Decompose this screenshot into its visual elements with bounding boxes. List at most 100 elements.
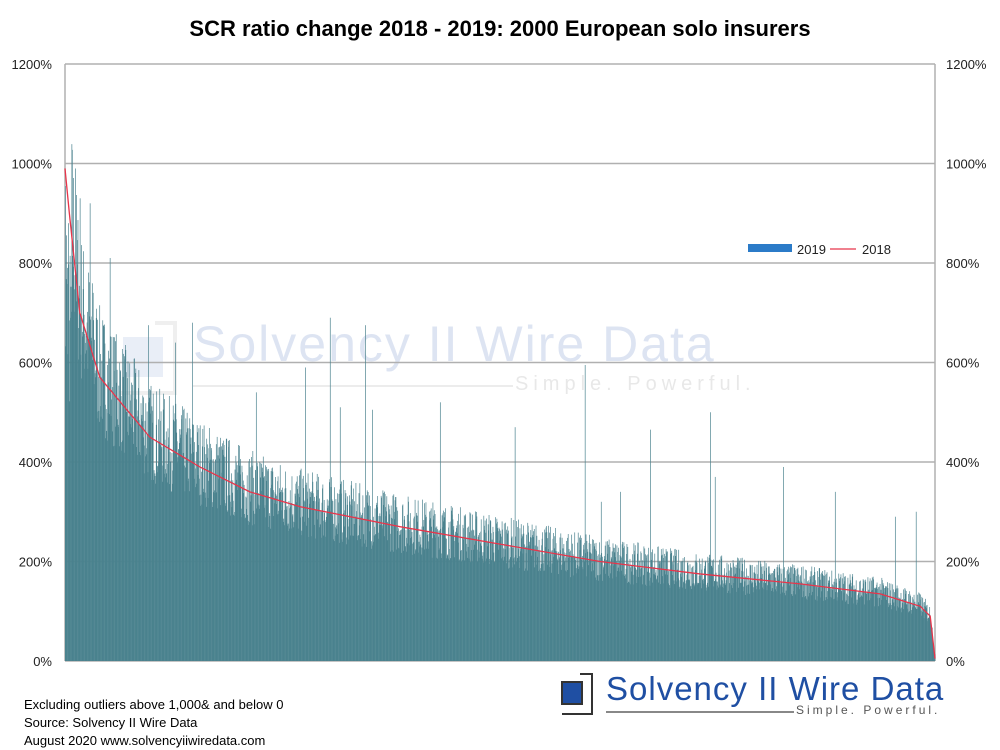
bar-2019 [108, 350, 109, 661]
bar-2019 [327, 505, 329, 661]
bar-2019 [488, 514, 490, 661]
bar-2019 [815, 580, 817, 661]
bar-2019 [656, 579, 657, 661]
bar-2019 [813, 575, 814, 661]
bar-2019 [519, 568, 520, 661]
bar-2019 [585, 553, 586, 661]
bar-2019 [558, 551, 559, 661]
bar-2019 [265, 466, 267, 661]
bar-2019 [754, 572, 755, 661]
bar-2019 [160, 411, 162, 661]
bar-2019 [810, 571, 812, 661]
bar-2019 [338, 493, 340, 661]
bar-2019 [498, 527, 500, 661]
bar-2019 [724, 568, 725, 661]
bar-2019 [282, 487, 283, 661]
bar-2019 [514, 557, 516, 661]
bar-2019 [273, 490, 275, 661]
bar-2019 [714, 476, 716, 661]
bar-2019 [183, 410, 185, 661]
bar-2019 [391, 517, 392, 661]
bar-2019 [582, 569, 584, 661]
bar-2019 [677, 562, 679, 661]
bar-2019 [414, 553, 415, 661]
bar-2019 [668, 570, 670, 661]
bar-2019 [200, 494, 202, 661]
bar-2019 [583, 561, 585, 661]
bar-2019 [417, 521, 419, 661]
bar-2019 [664, 574, 666, 661]
bar-2019 [898, 597, 899, 661]
bar-2019 [93, 320, 94, 661]
bar-2019 [70, 286, 72, 661]
bar-2019 [177, 457, 179, 661]
bar-2019 [80, 354, 82, 661]
bar-2019 [476, 516, 478, 661]
bar-2019 [407, 543, 409, 661]
bar-2019 [456, 528, 457, 661]
bar-2019 [713, 586, 715, 661]
bar-2019 [750, 581, 752, 661]
bar-2019 [739, 583, 741, 661]
bar-2019 [226, 438, 228, 661]
bar-2019 [799, 589, 800, 661]
bar-2019 [413, 516, 415, 661]
bar-2019 [183, 408, 185, 661]
bar-2019 [250, 501, 251, 661]
chart-title: SCR ratio change 2018 - 2019: 2000 Europ… [189, 16, 811, 41]
bar-2019 [794, 570, 796, 661]
bar-2019 [459, 507, 461, 661]
bar-2019 [594, 577, 596, 661]
bar-2019 [207, 497, 209, 661]
bar-2019 [103, 326, 105, 661]
bar-2019 [516, 561, 518, 661]
bar-2019 [634, 554, 636, 661]
bar-2019 [319, 527, 321, 661]
bar-2019 [717, 585, 719, 661]
bar-2019 [386, 496, 388, 661]
bar-2019 [442, 513, 444, 661]
bar-2019 [381, 497, 382, 661]
bar-2019 [309, 503, 311, 661]
bar-2019 [311, 491, 313, 661]
bar-2019 [453, 526, 455, 661]
bar-2019 [259, 461, 261, 661]
bar-2019 [343, 513, 345, 661]
bar-2019 [117, 424, 119, 661]
bar-2019 [616, 545, 618, 661]
bar-2019 [485, 532, 487, 661]
bar-2019 [868, 592, 869, 661]
bar-2019 [570, 556, 572, 661]
bar-2019 [463, 539, 465, 661]
bar-2019 [529, 544, 531, 661]
bar-2019 [767, 585, 768, 661]
bar-2019 [142, 437, 144, 661]
bar-2019 [302, 475, 304, 661]
bar-2019 [199, 478, 201, 661]
bar-2019 [432, 538, 433, 661]
bar-2019 [369, 531, 371, 661]
bar-2019 [503, 523, 505, 661]
bar-2019 [491, 560, 492, 661]
bar-2019 [632, 574, 634, 661]
bar-2019 [425, 502, 427, 661]
bar-2019 [202, 428, 204, 661]
bar-2019 [341, 539, 343, 661]
bar-2019 [430, 508, 432, 661]
bar-2019 [793, 565, 795, 661]
bar-2019 [719, 559, 720, 661]
bar-2019 [852, 574, 854, 661]
bar-2019 [613, 547, 615, 661]
bar-2019 [700, 569, 702, 661]
bar-2019 [112, 446, 114, 661]
bar-2019 [550, 554, 552, 661]
bar-2019 [289, 508, 290, 661]
bar-2019 [767, 579, 769, 661]
bar-2019 [75, 301, 77, 661]
bar-2019 [310, 492, 312, 661]
bar-2019 [722, 574, 724, 661]
bar-2019 [463, 515, 465, 661]
bar-2019 [931, 627, 933, 661]
bar-2019 [869, 581, 870, 661]
bar-2019 [649, 572, 650, 661]
